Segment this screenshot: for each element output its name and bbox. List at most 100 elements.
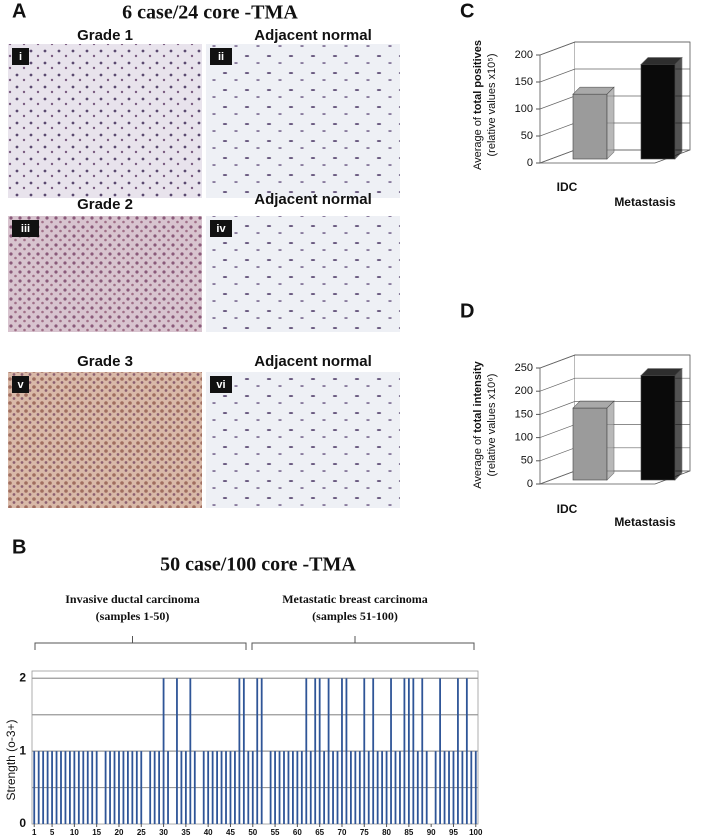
bar — [399, 751, 401, 824]
x-tick-label: 70 — [338, 828, 347, 837]
image-numeral: iv — [216, 223, 226, 235]
y-tick-label: 100 — [515, 432, 533, 444]
bar — [73, 751, 76, 824]
x-tick-label: 25 — [137, 828, 146, 837]
bar — [336, 751, 339, 824]
y-axis-note: (relative values x10⁶) — [486, 374, 498, 477]
bar — [412, 678, 415, 824]
y-axis-label-part: total intensity — [472, 360, 484, 432]
bar — [407, 678, 410, 824]
x-tick-label: 30 — [159, 828, 168, 837]
x-tick-label: 100 — [469, 828, 483, 837]
bar — [167, 751, 169, 824]
bar — [225, 751, 227, 824]
panel-a-title: 6 case/24 core -TMA — [122, 2, 298, 24]
bar — [376, 751, 379, 824]
bar — [283, 751, 285, 824]
bar — [448, 751, 450, 824]
y-axis-label-part: Average of — [472, 433, 484, 489]
bar — [367, 751, 370, 824]
bar — [381, 751, 384, 824]
image-caption: Adjacent normal — [254, 27, 372, 44]
y-axis-label-part: total positives — [472, 40, 484, 114]
x-tick-label: 65 — [315, 828, 324, 837]
numeral-box — [210, 220, 232, 237]
bar — [184, 751, 187, 824]
x-tick-label: 5 — [50, 828, 55, 837]
bar — [296, 751, 299, 824]
bar — [113, 751, 116, 824]
bar — [82, 751, 85, 824]
bar — [193, 751, 196, 824]
y-tick-label: 1 — [19, 743, 26, 757]
y-tick-label: 50 — [521, 455, 533, 467]
bar — [158, 751, 161, 824]
bracket — [251, 636, 475, 650]
micrograph — [8, 44, 202, 198]
image-caption: Grade 3 — [77, 353, 133, 370]
bar — [140, 751, 143, 824]
x-tick-label: 10 — [70, 828, 79, 837]
image-numeral: vi — [216, 379, 225, 391]
x-tick-label: 95 — [449, 828, 458, 837]
y-tick-label: 0 — [527, 478, 533, 490]
x-tick-label: 90 — [427, 828, 436, 837]
bar — [278, 751, 281, 824]
y-tick-label: 2 — [19, 670, 26, 684]
numeral-box — [210, 376, 232, 393]
bar-side — [606, 86, 615, 160]
x-tick-label: IDC — [557, 502, 578, 516]
image-numeral: iii — [21, 223, 30, 235]
x-tick-label: 35 — [181, 828, 190, 837]
image-numeral: i — [19, 51, 22, 63]
annotation: Metastatic breast carcinoma — [282, 592, 428, 606]
bar — [345, 678, 348, 824]
y-tick-label: 0 — [527, 157, 533, 169]
image-caption: Grade 2 — [77, 196, 133, 213]
bar — [220, 751, 223, 824]
bar-side — [674, 367, 683, 481]
bar — [256, 678, 259, 824]
bar — [126, 751, 129, 824]
x-tick-label: 55 — [271, 828, 280, 837]
x-tick-label: 15 — [92, 828, 101, 837]
y-axis-label-part: Average of — [472, 114, 484, 170]
panel-a: 6 case/24 core -TMA — [8, 2, 400, 508]
y-tick-label: 50 — [521, 130, 533, 142]
bar — [572, 407, 608, 481]
bar — [86, 751, 89, 824]
bar — [452, 751, 455, 824]
panel-letter: C — [460, 0, 474, 22]
bar — [403, 678, 406, 824]
bar — [260, 678, 263, 824]
bar — [358, 751, 361, 824]
bar — [202, 751, 205, 824]
bar — [443, 751, 446, 824]
numeral-box — [12, 220, 39, 237]
annotation-detail: (samples 1-50) — [96, 609, 170, 623]
micrograph — [206, 44, 400, 198]
bar — [251, 751, 254, 824]
bar — [229, 751, 232, 824]
bar — [238, 678, 241, 824]
bar — [269, 751, 272, 824]
bar — [572, 93, 608, 160]
x-tick-label: 60 — [293, 828, 302, 837]
bar — [434, 751, 437, 824]
bar — [46, 751, 49, 824]
y-axis-label: Average of total intensity — [472, 360, 484, 488]
bar — [323, 751, 326, 824]
bar — [309, 751, 312, 824]
bar — [640, 64, 676, 160]
chart-title: 50 case/100 core -TMA — [160, 554, 356, 576]
bar — [69, 751, 71, 824]
bar — [242, 678, 245, 824]
bar — [207, 751, 210, 824]
image-numeral: v — [17, 379, 24, 391]
bar — [416, 751, 419, 824]
y-axis-label: Strength (o-3+) — [4, 719, 18, 800]
bar — [470, 751, 473, 824]
x-tick-label: 45 — [226, 828, 235, 837]
micrograph — [8, 216, 202, 332]
bar — [363, 678, 366, 824]
